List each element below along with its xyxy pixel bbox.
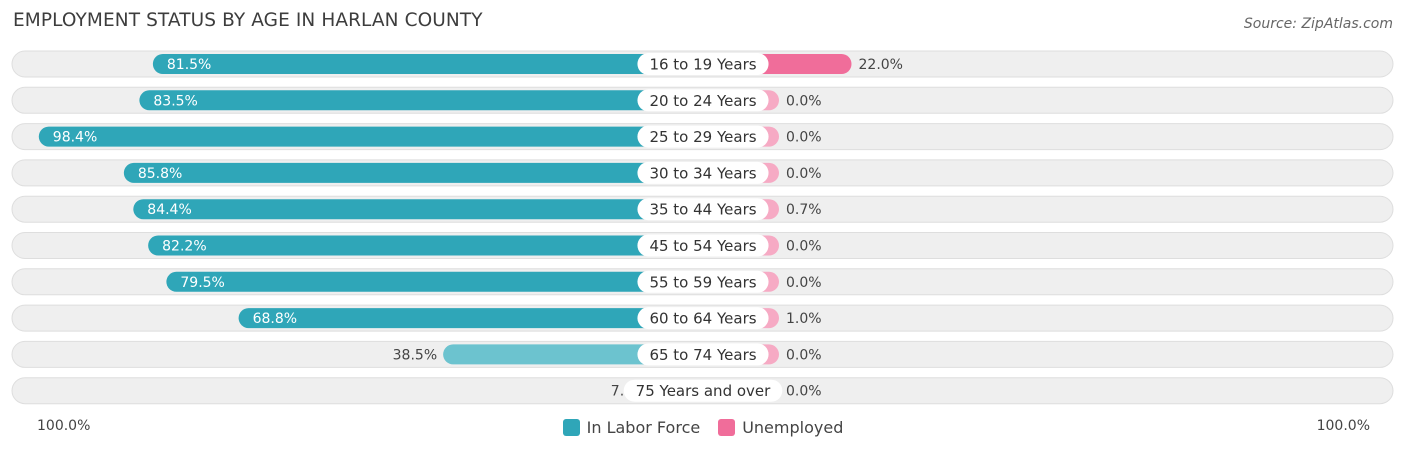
value-label-labor: 84.4% [147, 202, 191, 218]
bar-labor-force [148, 235, 703, 256]
value-label-unemployed: 0.7% [786, 202, 822, 218]
bar-labor-force [166, 271, 703, 292]
legend-label-unemployed: Unemployed [742, 417, 844, 437]
bar-labor-force [123, 162, 704, 183]
value-label-unemployed: 0.0% [786, 275, 822, 291]
value-label-unemployed: 0.0% [786, 166, 822, 182]
axis-max-label: 100.0% [1316, 418, 1370, 434]
row-9: 7.5%0.0%75 Years and over [11, 377, 1394, 405]
category-label: 25 to 29 Years [649, 128, 756, 146]
row-7: 68.8% 1.0% 60 to 64 Years [11, 304, 1394, 332]
value-label-labor: 82.2% [162, 239, 206, 255]
chart-title: EMPLOYMENT STATUS BY AGE IN HARLAN COUNT… [13, 10, 483, 31]
row-1: 83.5% 0.0% 20 to 24 Years [11, 86, 1394, 114]
legend-label-labor: In Labor Force [586, 417, 701, 437]
bar-labor-force [238, 308, 703, 329]
row-0: 81.5% 22.0% 16 to 19 Years [11, 50, 1394, 78]
value-label-labor: 68.8% [253, 311, 297, 327]
bar-labor-force [38, 126, 704, 147]
row-8: 38.5% 0.0% 65 to 74 Years [11, 340, 1394, 368]
value-label-unemployed: 0.0% [786, 347, 822, 363]
category-pill [637, 198, 769, 221]
legend-swatch-unemployed [718, 418, 736, 436]
category-label: 30 to 34 Years [649, 164, 756, 182]
row-6: 79.5% 0.0% 55 to 59 Years [11, 268, 1394, 296]
value-label-unemployed: 1.0% [786, 311, 822, 327]
row-2: 98.4% 0.0% 25 to 29 Years [11, 123, 1394, 151]
value-label-labor: 79.5% [180, 275, 224, 291]
category-pill [637, 161, 769, 184]
category-label: 60 to 64 Years [649, 310, 756, 328]
category-pill [637, 343, 769, 366]
bar-labor-force [152, 54, 703, 74]
legend-swatch-labor [562, 418, 580, 436]
category-pill [637, 270, 769, 293]
category-label: 45 to 54 Years [649, 237, 756, 255]
value-label-unemployed: 0.0% [786, 93, 822, 109]
value-label-labor: 85.8% [138, 166, 182, 182]
legend-item-unemployed: Unemployed [718, 418, 843, 437]
category-pill [637, 125, 769, 148]
value-label-unemployed: 22.0% [859, 57, 903, 73]
value-label-unemployed: 0.0% [786, 384, 822, 400]
value-label-unemployed: 0.0% [786, 239, 822, 255]
value-label-labor: 83.5% [153, 93, 197, 109]
row-4: 84.4% 0.7% 35 to 44 Years [11, 195, 1394, 223]
category-label: 20 to 24 Years [649, 92, 756, 110]
bar-labor-force [443, 344, 703, 365]
chart-source: Source: ZipAtlas.com [1243, 16, 1393, 32]
category-label: 65 to 74 Years [649, 346, 756, 364]
category-pill [637, 234, 769, 257]
category-label: 35 to 44 Years [649, 201, 756, 219]
row-3: 85.8% 0.0% 30 to 34 Years [11, 159, 1394, 187]
value-label-labor: 98.4% [53, 130, 97, 146]
category-label: 75 Years and over [636, 382, 771, 400]
value-label-labor: 38.5% [393, 347, 437, 363]
category-pill [623, 379, 783, 402]
value-label-unemployed: 0.0% [786, 130, 822, 146]
bar-labor-force [139, 90, 703, 111]
category-pill [637, 89, 769, 112]
legend-item-labor: In Labor Force [562, 417, 701, 437]
value-label-labor: 81.5% [167, 57, 211, 73]
bar-labor-force [133, 199, 704, 220]
category-label: 16 to 19 Years [649, 56, 756, 74]
legend: In Labor Force Unemployed [0, 415, 1406, 439]
row-5: 82.2% 0.0% 45 to 54 Years [11, 232, 1394, 259]
category-label: 55 to 59 Years [649, 273, 756, 291]
category-pill [637, 53, 769, 75]
category-pill [637, 307, 769, 330]
axis-min-label: 100.0% [37, 418, 91, 434]
